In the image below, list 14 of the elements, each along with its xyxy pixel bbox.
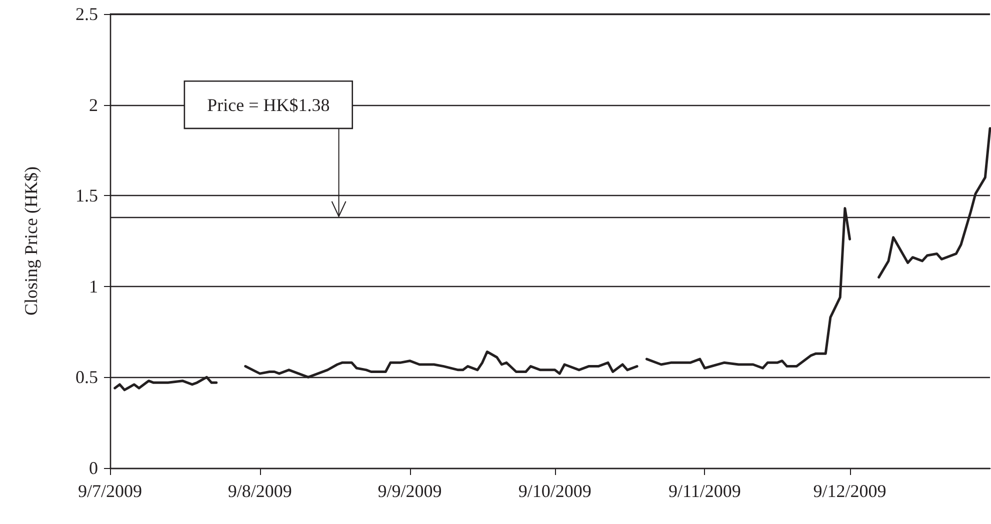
x-tick-label: 9/12/2009 bbox=[813, 481, 886, 501]
y-tick-label: 1 bbox=[89, 276, 98, 296]
y-axis-title: Closing Price (HK$) bbox=[21, 166, 41, 316]
x-tick-label: 9/11/2009 bbox=[668, 481, 741, 501]
ref-line-label: Price = HK$1.38 bbox=[207, 94, 330, 115]
y-tick-label: 2.5 bbox=[76, 4, 98, 24]
y-tick-label: 1.5 bbox=[76, 186, 98, 206]
y-tick-label: 0 bbox=[89, 458, 98, 478]
y-tick-label: 0.5 bbox=[76, 367, 98, 388]
x-tick-label: 9/8/2009 bbox=[228, 481, 292, 501]
x-tick-label: 9/10/2009 bbox=[518, 481, 592, 501]
x-tick-label: 9/7/2009 bbox=[78, 481, 142, 501]
x-tick-label: 9/9/2009 bbox=[378, 481, 442, 501]
y-tick-label: 2 bbox=[89, 94, 98, 115]
